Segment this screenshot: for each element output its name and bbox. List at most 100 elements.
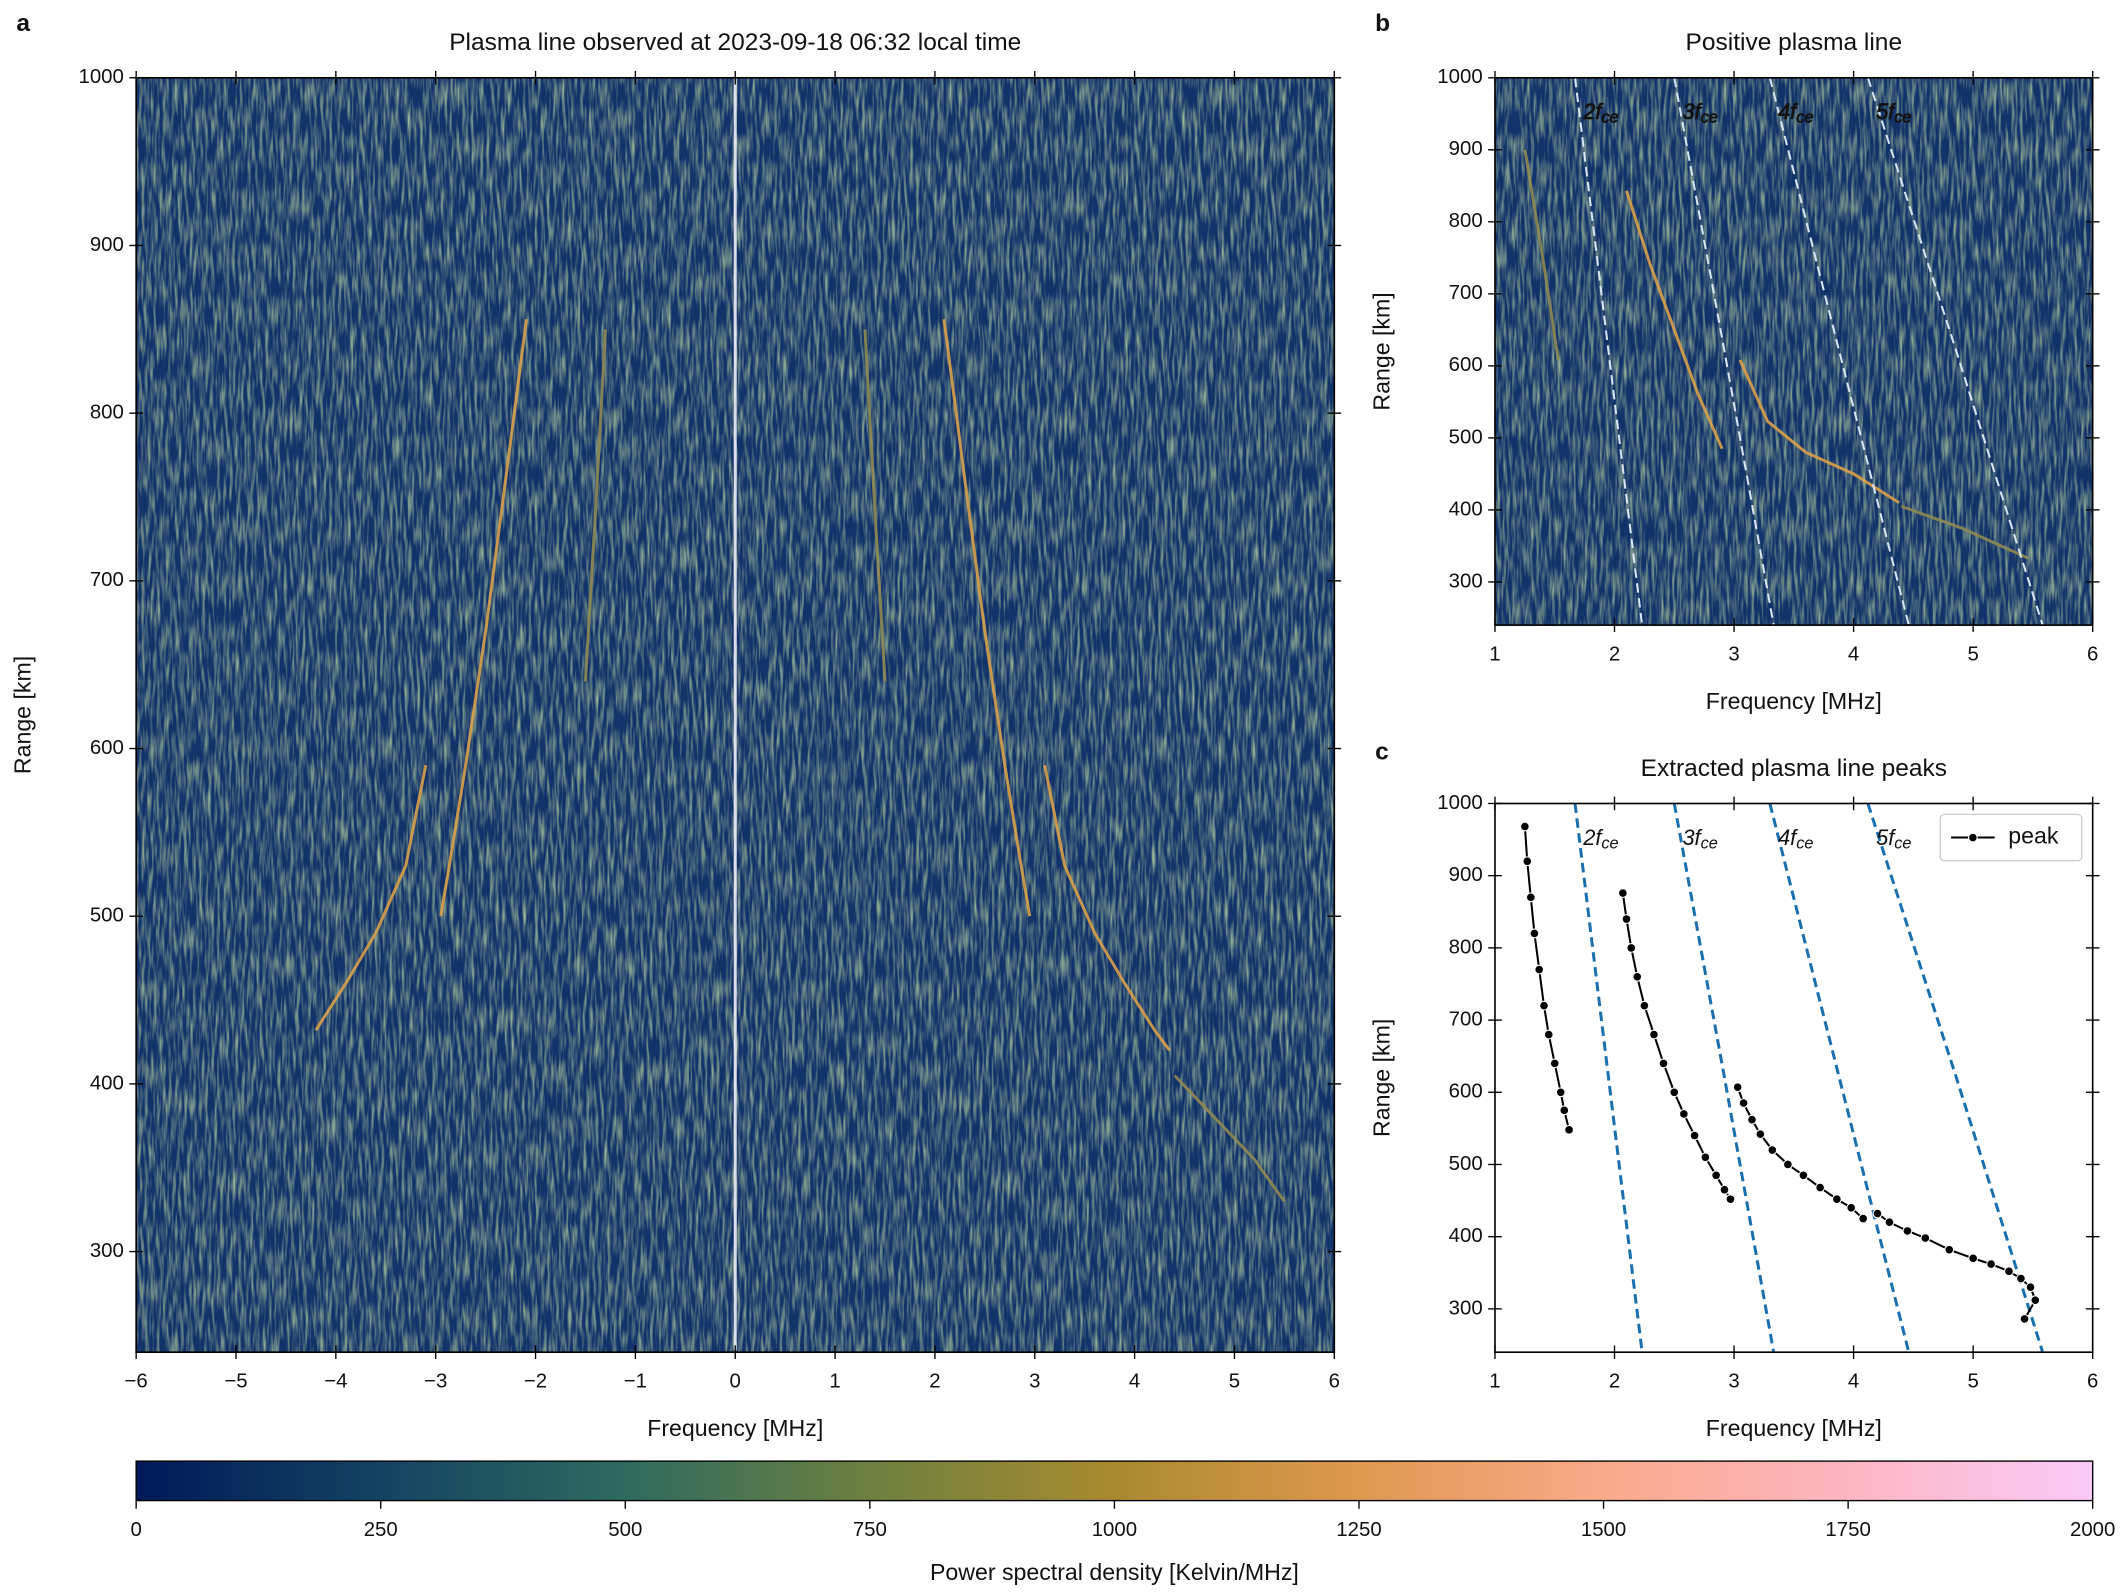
x-tick-label: 2000 — [2070, 1519, 2115, 1541]
peak-marker — [1525, 892, 1536, 903]
peak-marker — [1700, 1152, 1711, 1163]
harmonic-line — [1866, 77, 2044, 625]
peak-marker — [1555, 1087, 1566, 1098]
x-tick-label: −4 — [324, 1371, 347, 1393]
y-tick-label: 700 — [1449, 282, 1483, 304]
plot-area — [1519, 803, 2044, 1352]
x-axis-label: Frequency [MHz] — [1706, 1415, 1882, 1441]
harmonic-label: 3fce — [1682, 99, 1717, 127]
harmonic-label-main: 3f — [1682, 825, 1702, 850]
y-axis-label: Range [km] — [1368, 292, 1394, 410]
chart-title: Positive plasma line — [1686, 29, 1903, 56]
peak-marker — [1747, 1114, 1757, 1125]
chart-title: Plasma line observed at 2023-09-18 06:32… — [449, 29, 1021, 56]
y-tick-label: 300 — [1449, 570, 1483, 592]
peak-marker — [1920, 1233, 1931, 1244]
x-axis-label: Power spectral density [Kelvin/MHz] — [930, 1559, 1299, 1585]
panel-3: 0 250 500 750 1000 1250 1500 1750 2000 Power spec… — [130, 1460, 2115, 1585]
peak-marker — [1678, 1109, 1689, 1119]
x-tick-label: 3 — [1029, 1371, 1040, 1393]
harmonic-label-sub: ce — [1796, 109, 1813, 127]
y-tick-label: 800 — [1449, 210, 1483, 232]
peak-marker — [1522, 856, 1533, 867]
legend-label: peak — [2008, 823, 2059, 849]
panel-0: −6 −5 −4 −3 −2 −1 0 1 2 3 4 5 6 300 400 500 600 700 800 900… — [10, 10, 1342, 1441]
peak-marker — [1539, 1000, 1549, 1011]
peak-marker — [1529, 928, 1540, 939]
y-tick-label: 1000 — [1437, 66, 1482, 88]
x-tick-label: 4 — [1129, 1371, 1140, 1393]
y-tick-label: 600 — [90, 737, 124, 759]
panel-label: a — [16, 10, 30, 37]
y-tick-label: 1000 — [1437, 792, 1482, 814]
harmonic-label: 4fce — [1778, 99, 1813, 127]
peak-marker — [1669, 1087, 1680, 1098]
y-tick-label: 800 — [90, 402, 124, 424]
harmonic-label-main: 5f — [1876, 825, 1896, 850]
x-tick-label: −1 — [624, 1371, 647, 1393]
y-tick-label: 900 — [1449, 864, 1483, 886]
harmonic-label: 2fce — [1582, 825, 1618, 853]
peak-marker — [2016, 1273, 2026, 1284]
peak-marker — [1798, 1170, 1809, 1181]
harmonic-label-sub: ce — [1796, 835, 1813, 853]
x-tick-label: 2 — [1609, 643, 1620, 665]
harmonic-label-main: 4f — [1778, 99, 1798, 124]
peak-marker — [2025, 1282, 2036, 1293]
x-tick-label: 6 — [2087, 1371, 2098, 1393]
peak-marker — [2019, 1314, 2030, 1324]
harmonic-line — [1768, 77, 1910, 625]
peak-marker — [1738, 1098, 1749, 1109]
x-tick-label: 1 — [1489, 643, 1500, 665]
x-axis-label: Frequency [MHz] — [1706, 688, 1882, 714]
x-tick-label: 0 — [130, 1519, 141, 1541]
plot-frame — [1494, 76, 2094, 626]
x-tick-label: 250 — [364, 1519, 398, 1541]
y-tick-label: 600 — [1449, 1081, 1483, 1103]
y-tick-label: 600 — [1449, 354, 1483, 376]
y-axis-label: Range [km] — [10, 656, 36, 774]
panel-label: b — [1375, 10, 1390, 37]
y-tick-label: 1000 — [78, 66, 123, 88]
harmonic-line — [1866, 803, 2044, 1352]
x-tick-label: 4 — [1848, 1371, 1859, 1393]
plasma-trace — [863, 329, 887, 682]
y-axis-label: Range [km] — [1368, 1019, 1394, 1137]
harmonic-line — [1574, 77, 1644, 625]
plasma-trace — [1173, 1074, 1286, 1203]
y-tick-label: 300 — [1449, 1297, 1483, 1319]
y-tick-label: 900 — [90, 234, 124, 256]
peak-marker — [1831, 1194, 1842, 1205]
peak-marker — [1519, 821, 1530, 832]
harmonic-label-main: 2f — [1582, 99, 1603, 124]
x-tick-label: 1500 — [1581, 1519, 1626, 1541]
harmonic-label: 2fce — [1582, 99, 1618, 127]
harmonic-label: 3fce — [1682, 825, 1717, 853]
x-tick-label: 6 — [2087, 643, 2098, 665]
peak-marker — [1944, 1244, 1955, 1255]
x-tick-label: 5 — [1967, 643, 1978, 665]
peak-marker — [1986, 1259, 1996, 1270]
harmonic-label-main: 4f — [1778, 825, 1798, 850]
harmonic-line — [1673, 77, 1775, 625]
plot-area — [1494, 77, 2093, 626]
x-tick-label: 5 — [1967, 1371, 1978, 1393]
plasma-trace — [1738, 359, 1900, 504]
x-tick-label: 500 — [608, 1519, 642, 1541]
peak-marker — [1711, 1170, 1722, 1181]
plasma-trace — [583, 329, 607, 682]
peak-marker — [1564, 1124, 1574, 1135]
peak-marker — [1621, 914, 1632, 924]
peak-marker — [1649, 1029, 1659, 1040]
y-tick-label: 500 — [90, 905, 124, 927]
y-tick-label: 900 — [1449, 138, 1483, 160]
colorbar — [135, 1460, 2094, 1502]
y-tick-label: 300 — [90, 1240, 124, 1262]
x-tick-label: −6 — [125, 1371, 148, 1393]
harmonic-label: 5fce — [1876, 99, 1911, 127]
peak-marker — [1884, 1217, 1895, 1228]
peak-marker — [1639, 1000, 1650, 1011]
